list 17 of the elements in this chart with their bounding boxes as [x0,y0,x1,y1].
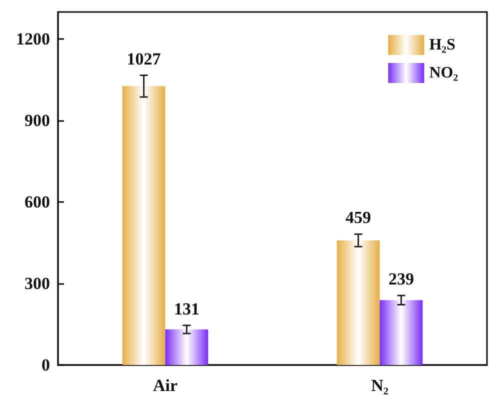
bar [380,300,423,365]
bar [165,329,208,365]
y-tick-label: 600 [24,192,50,212]
y-tick-label: 300 [24,274,50,294]
data-label: 1027 [126,49,162,68]
bar [122,86,166,365]
legend-label: H₂S [429,36,456,54]
x-tick-label: N₂ [371,376,388,395]
x-tick-label: Air [152,376,178,395]
data-label: 239 [388,269,414,288]
y-tick-label: 0 [42,356,50,374]
data-label: 459 [346,208,372,228]
bar [336,240,380,365]
data-label: 131 [174,299,200,318]
legend-label: NO₂ [429,64,458,82]
y-tick-label: 900 [24,111,50,130]
y-tick-label: 1200 [16,30,50,49]
